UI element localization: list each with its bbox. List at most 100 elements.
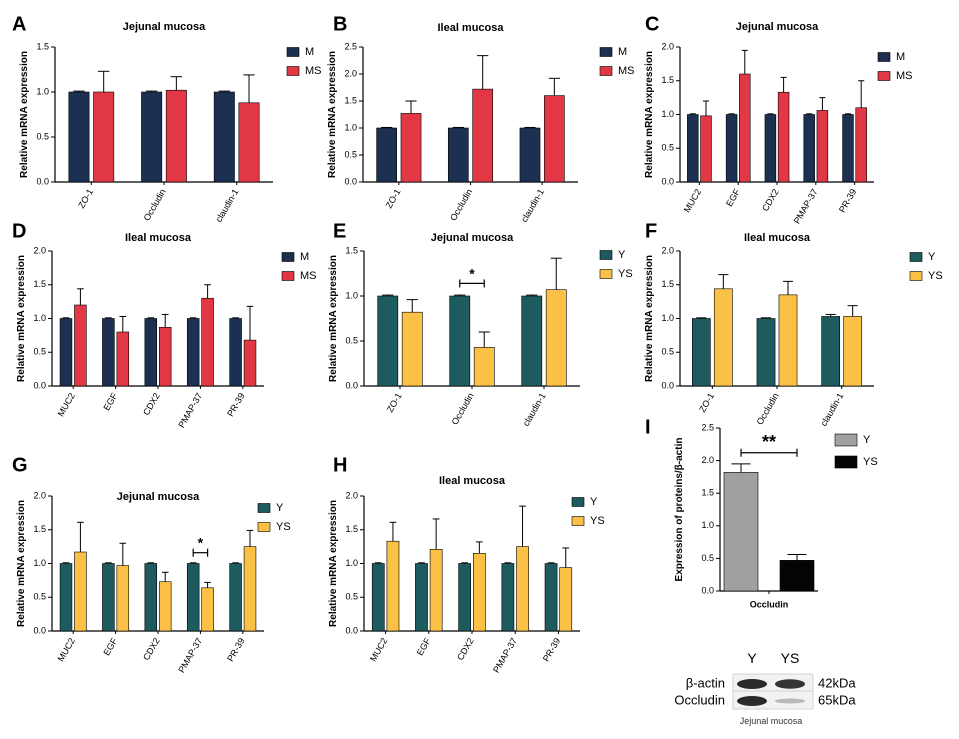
x-tick-label: PMAP-37	[176, 636, 204, 674]
x-tick-label: Occludin	[448, 187, 474, 222]
legend-swatch-y	[257, 503, 271, 513]
legend-label-ms: MS	[305, 65, 322, 77]
bar-ms-occludin	[165, 89, 187, 183]
y-tick-label: 2.0	[661, 41, 674, 51]
x-tick-label: PR-39	[541, 636, 562, 663]
panel-label: D	[12, 220, 26, 242]
bar-ys-muc2	[386, 540, 400, 632]
y-tick-label: 1.0	[701, 520, 714, 530]
x-tick-label: Occludin	[450, 391, 476, 426]
y-tick-label: 1.5	[345, 245, 358, 255]
significance-label: *	[469, 265, 475, 281]
x-tick-label: PMAP-37	[176, 391, 204, 429]
legend-swatch-y	[599, 250, 613, 260]
bar-ms-claudin-1	[544, 95, 565, 183]
bar-ys-zo-1	[713, 288, 733, 387]
legend-swatch-m	[281, 252, 295, 262]
bar-m-pmap-37	[803, 114, 815, 183]
x-tick-label: EGF	[724, 187, 742, 208]
bar-ys-cdx2	[472, 553, 486, 632]
bar-y-occludin	[756, 318, 776, 387]
blot-caption: Jejunal mucosa	[740, 716, 803, 726]
legend-label-m: M	[300, 251, 309, 263]
legend-swatch-ms	[281, 271, 295, 281]
bar-ms-pmap-37	[201, 297, 214, 387]
x-tick-label: MUC2	[682, 187, 703, 214]
y-axis-label: Relative mRNA expression	[644, 255, 655, 382]
y-tick-label: 1.5	[36, 41, 49, 51]
chart-panel-a: A Jejunal mucosa Relative mRNA expression 0…	[12, 13, 322, 224]
y-tick-label: 0.0	[33, 625, 46, 635]
chart-panel-i: I Expression of proteins/β-actin 0.0 0.5 1.0…	[645, 416, 878, 609]
legend-swatch-ys	[599, 269, 613, 279]
y-tick-label: 0.5	[661, 347, 674, 357]
bar-ys-zo-1	[401, 311, 423, 387]
panel-label: I	[645, 416, 651, 438]
legend-swatch-ms	[877, 71, 891, 81]
bar-m-egf	[725, 114, 738, 183]
y-tick-label: 1.0	[36, 86, 49, 96]
bar-m-pr-39	[842, 114, 854, 183]
y-tick-label: 2.5	[701, 422, 714, 432]
legend-swatch-ys	[834, 455, 858, 469]
y-tick-label: 1.0	[345, 558, 358, 568]
chart-title: Jejunal mucosa	[736, 21, 819, 33]
legend-label-ys: YS	[276, 521, 291, 533]
x-tick-label: PR-39	[225, 391, 246, 418]
chart-panel-g: G Jejunal mucosa Relative mRNA expression 0…	[12, 454, 291, 674]
legend-swatch-y	[834, 433, 858, 447]
y-tick-label: 2.0	[33, 245, 46, 255]
bar-ms-egf	[116, 331, 130, 387]
blot-protein-label-beta-actin: β-actin	[686, 675, 725, 690]
bar-m-zo-1	[376, 127, 397, 183]
y-tick-label: 2.0	[661, 245, 674, 255]
x-tick-label: PMAP-37	[792, 187, 820, 225]
bar-ys-pmap-37	[201, 587, 214, 632]
y-tick-label: 1.5	[344, 95, 357, 105]
panel-label: G	[12, 454, 28, 476]
bar-ys-egf	[116, 565, 130, 632]
legend-label-ys: YS	[590, 515, 605, 527]
bar-ys-pr-39	[243, 546, 257, 632]
legend-label-m: M	[618, 46, 627, 58]
bar-y-pmap-37	[186, 563, 200, 632]
legend-label-ys: YS	[618, 268, 633, 280]
panel-label: H	[333, 454, 347, 476]
bar-ms-pmap-37	[816, 110, 829, 183]
legend-swatch-y	[909, 252, 923, 262]
y-tick-label: 1.5	[661, 75, 674, 85]
bar-m-muc2	[687, 114, 699, 183]
x-tick-label: claudin-1	[519, 187, 546, 224]
y-tick-label: 2.0	[344, 68, 357, 78]
legend-swatch-ms	[286, 66, 300, 76]
legend-label-y: Y	[863, 434, 871, 446]
chart-title: Ileal mucosa	[744, 232, 811, 244]
bar-ys-claudin-1	[545, 289, 567, 387]
bar-m-claudin-1	[519, 127, 541, 183]
bar-m-pr-39	[229, 318, 242, 387]
chart-title: Ileal mucosa	[439, 475, 506, 487]
blot-size-label-65kda: 65kDa	[818, 692, 856, 707]
x-tick-label: MUC2	[56, 391, 77, 418]
chart-title: Jejunal mucosa	[123, 21, 206, 33]
y-tick-label: 0.5	[345, 335, 358, 345]
legend-label-y: Y	[590, 496, 598, 508]
legend-swatch-m	[877, 52, 891, 62]
x-tick-label: CDX2	[141, 636, 162, 662]
y-tick-label: 0.0	[661, 380, 674, 390]
bar-m-occludin	[447, 127, 469, 183]
y-axis-label: Relative mRNA expression	[328, 255, 339, 382]
blot-lane-label-y: Y	[747, 650, 757, 666]
y-axis-label: Relative mRNA expression	[19, 51, 30, 178]
chart-panel-e: E Jejunal mucosa Relative mRNA expression 0…	[328, 220, 633, 428]
bar-m-zo-1	[68, 91, 90, 183]
x-tick-label: CDX2	[455, 636, 476, 662]
blot-band	[737, 696, 767, 706]
y-tick-label: 2.5	[344, 41, 357, 51]
bar-ys-pmap-37	[516, 546, 529, 632]
bar-y-pr-39	[229, 563, 242, 632]
x-tick-label: CDX2	[141, 391, 162, 417]
x-tick-label: claudin-1	[214, 187, 241, 224]
chart-panel-d: D Ileal mucosa Relative mRNA expression 0.0…	[12, 220, 317, 429]
bar-m-occludin	[141, 91, 163, 183]
